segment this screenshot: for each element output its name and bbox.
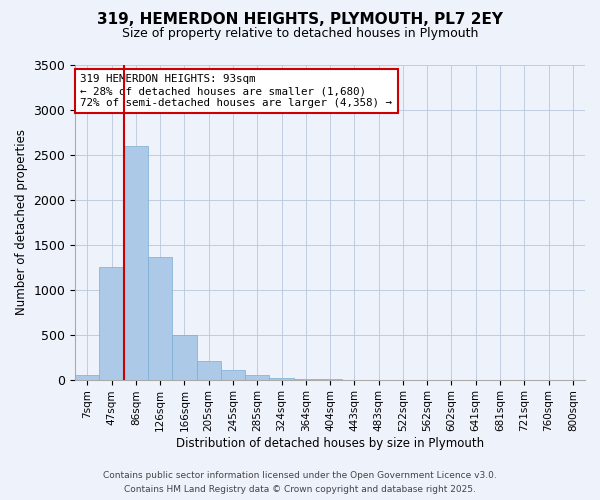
Bar	[124, 146, 148, 380]
Text: Size of property relative to detached houses in Plymouth: Size of property relative to detached ho…	[122, 28, 478, 40]
X-axis label: Distribution of detached houses by size in Plymouth: Distribution of detached houses by size …	[176, 437, 484, 450]
Bar	[245, 375, 269, 380]
Y-axis label: Number of detached properties: Number of detached properties	[15, 130, 28, 316]
Bar	[75, 375, 100, 380]
Bar	[100, 267, 124, 380]
Text: 319 HEMERDON HEIGHTS: 93sqm
← 28% of detached houses are smaller (1,680)
72% of : 319 HEMERDON HEIGHTS: 93sqm ← 28% of det…	[80, 74, 392, 108]
Bar	[221, 370, 245, 380]
Text: 319, HEMERDON HEIGHTS, PLYMOUTH, PL7 2EY: 319, HEMERDON HEIGHTS, PLYMOUTH, PL7 2EY	[97, 12, 503, 28]
Text: Contains public sector information licensed under the Open Government Licence v3: Contains public sector information licen…	[103, 471, 497, 480]
Bar	[269, 378, 293, 380]
Text: Contains HM Land Registry data © Crown copyright and database right 2025.: Contains HM Land Registry data © Crown c…	[124, 484, 476, 494]
Bar	[148, 258, 172, 380]
Bar	[172, 334, 197, 380]
Bar	[197, 360, 221, 380]
